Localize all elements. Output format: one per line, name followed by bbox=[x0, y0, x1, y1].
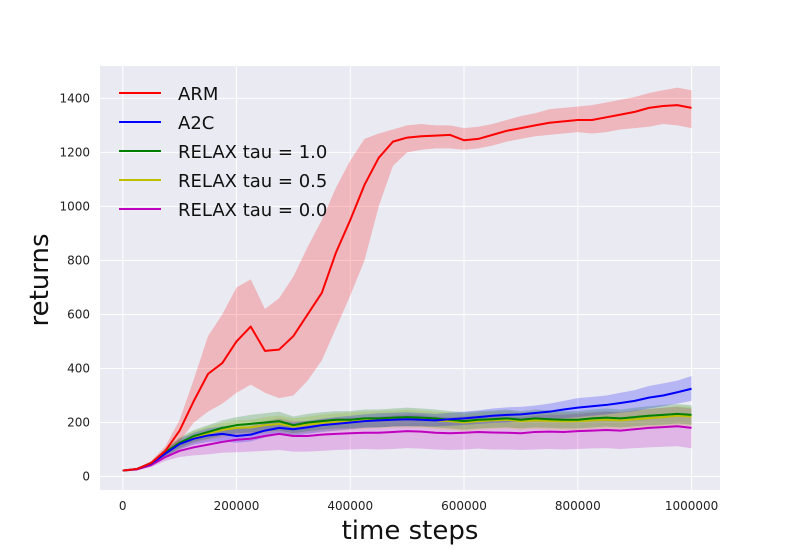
y-tick-label: 1200 bbox=[59, 145, 90, 159]
series-band bbox=[122, 87, 692, 471]
y-tick-label: 400 bbox=[67, 361, 90, 375]
series-lines bbox=[122, 104, 692, 472]
legend-label: RELAX tau = 0.0 bbox=[178, 200, 327, 221]
series-line bbox=[122, 425, 692, 472]
series-line bbox=[122, 412, 692, 472]
y-tick-label: 600 bbox=[67, 307, 90, 321]
legend-label: RELAX tau = 0.5 bbox=[178, 171, 327, 192]
y-tick-label: 1000 bbox=[59, 199, 90, 213]
grid bbox=[100, 66, 720, 490]
series-line bbox=[122, 387, 692, 472]
x-axis-title: time steps bbox=[342, 516, 479, 546]
y-tick-label: 1400 bbox=[59, 91, 90, 105]
tick-labels: 0 200000 400000 600000 800000 1000000 0 200 400 6… bbox=[59, 91, 718, 513]
legend-label: A2C bbox=[178, 113, 214, 134]
y-tick-label: 800 bbox=[67, 253, 90, 267]
y-tick-label: 0 bbox=[82, 469, 90, 483]
x-tick-label: 600000 bbox=[441, 499, 487, 513]
y-axis-title: returns bbox=[25, 233, 55, 326]
x-tick-label: 800000 bbox=[555, 499, 601, 513]
x-tick-label: 200000 bbox=[214, 499, 260, 513]
legend-label: RELAX tau = 1.0 bbox=[178, 142, 327, 163]
series-line bbox=[122, 104, 692, 472]
x-tick-label: 0 bbox=[119, 499, 127, 513]
legend-label: ARM bbox=[178, 84, 218, 105]
series-band bbox=[122, 376, 692, 471]
y-tick-label: 200 bbox=[67, 415, 90, 429]
x-tick-label: 400000 bbox=[327, 499, 373, 513]
x-tick-label: 1000000 bbox=[665, 499, 718, 513]
legend: ARM A2C RELAX tau = 1.0 RELAX tau = 0.5 RELA… bbox=[119, 84, 327, 221]
